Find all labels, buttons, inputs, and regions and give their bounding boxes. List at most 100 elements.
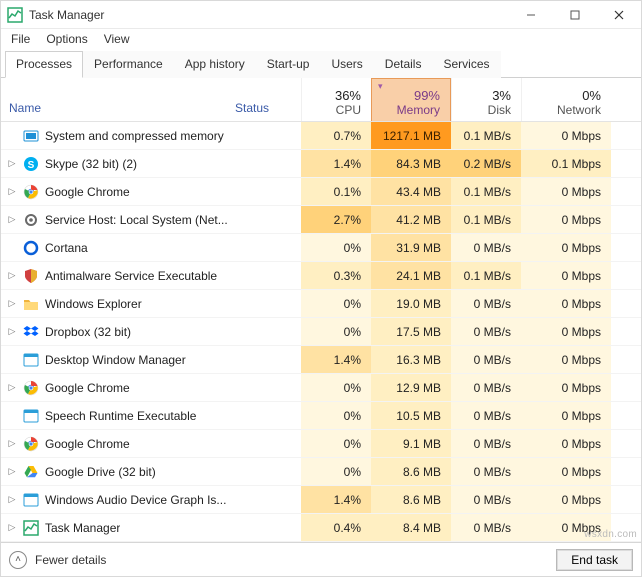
memory-cell: 41.2 MB bbox=[371, 206, 451, 233]
taskmgr-icon bbox=[23, 520, 39, 536]
tab-users[interactable]: Users bbox=[320, 51, 373, 78]
expand-icon[interactable]: ▷ bbox=[7, 270, 17, 281]
table-row[interactable]: Cortana0%31.9 MB0 MB/s0 Mbps bbox=[1, 234, 641, 262]
process-name-cell: ▷ Google Chrome bbox=[1, 178, 231, 205]
table-row[interactable]: ▷Google Chrome0%9.1 MB0 MB/s0 Mbps bbox=[1, 430, 641, 458]
fewer-details-toggle[interactable]: ˄ Fewer details bbox=[9, 551, 106, 569]
table-row[interactable]: ▷Google Drive (32 bit)0%8.6 MB0 MB/s0 Mb… bbox=[1, 458, 641, 486]
tab-services[interactable]: Services bbox=[432, 51, 500, 78]
task-manager-window: Task Manager File Options View Processes… bbox=[0, 0, 642, 577]
process-name-cell: ▷Windows Audio Device Graph Is... bbox=[1, 486, 231, 513]
table-row[interactable]: Speech Runtime Executable0%10.5 MB0 MB/s… bbox=[1, 402, 641, 430]
skype-icon: S bbox=[23, 156, 39, 172]
status-cell bbox=[231, 206, 301, 233]
shield-icon bbox=[23, 268, 39, 284]
folder-icon bbox=[23, 296, 39, 312]
process-label: Windows Explorer bbox=[45, 297, 142, 311]
cortana-icon bbox=[23, 240, 39, 256]
process-name-cell: ▷Google Chrome bbox=[1, 430, 231, 457]
cpu-cell: 0.3% bbox=[301, 262, 371, 289]
table-row[interactable]: ▷Task Manager0.4%8.4 MB0 MB/s0 Mbps bbox=[1, 514, 641, 542]
table-row[interactable]: ▷Windows Explorer0%19.0 MB0 MB/s0 Mbps bbox=[1, 290, 641, 318]
col-header-name[interactable]: Name bbox=[1, 78, 231, 121]
chevron-up-icon: ˄ bbox=[9, 551, 27, 569]
tab-details[interactable]: Details bbox=[374, 51, 433, 78]
memory-cell: 8.6 MB bbox=[371, 486, 451, 513]
expand-icon[interactable]: ▷ bbox=[7, 522, 17, 533]
process-label: Google Drive (32 bit) bbox=[45, 465, 156, 479]
process-name-cell: Desktop Window Manager bbox=[1, 346, 231, 373]
column-headers: Name Status 36% CPU ▾ 99% Memory 3% Disk… bbox=[1, 78, 641, 122]
tab-startup[interactable]: Start-up bbox=[256, 51, 321, 78]
process-label: Google Chrome bbox=[45, 185, 130, 199]
cpu-cell: 2.7% bbox=[301, 206, 371, 233]
process-label: Google Chrome bbox=[45, 381, 130, 395]
chrome-icon bbox=[23, 184, 39, 200]
cpu-total-pct: 36% bbox=[335, 88, 361, 103]
table-row[interactable]: ▷Service Host: Local System (Net... 2.7%4… bbox=[1, 206, 641, 234]
titlebar[interactable]: Task Manager bbox=[1, 1, 641, 29]
menu-view[interactable]: View bbox=[104, 32, 130, 46]
dwm-icon bbox=[23, 352, 39, 368]
status-cell bbox=[231, 402, 301, 429]
cpu-cell: 0.7% bbox=[301, 122, 371, 149]
menu-file[interactable]: File bbox=[11, 32, 30, 46]
process-label: Task Manager bbox=[45, 521, 120, 535]
process-name-cell: ▷Service Host: Local System (Net... bbox=[1, 206, 231, 233]
expand-icon[interactable]: ▷ bbox=[7, 298, 17, 309]
tab-processes[interactable]: Processes bbox=[5, 51, 83, 78]
expand-icon[interactable]: ▷ bbox=[7, 382, 17, 393]
expand-icon[interactable]: ▷ bbox=[7, 326, 17, 337]
network-cell: 0 Mbps bbox=[521, 346, 611, 373]
process-name-cell: ▷SSkype (32 bit) (2) bbox=[1, 150, 231, 177]
end-task-button[interactable]: End task bbox=[556, 549, 633, 571]
memory-cell: 17.5 MB bbox=[371, 318, 451, 345]
memory-cell: 84.3 MB bbox=[371, 150, 451, 177]
table-row[interactable]: ▷SSkype (32 bit) (2)1.4%84.3 MB0.2 MB/s0… bbox=[1, 150, 641, 178]
process-name-cell: Cortana bbox=[1, 234, 231, 261]
mem-icon bbox=[23, 128, 39, 144]
table-row[interactable]: ▷Dropbox (32 bit)0%17.5 MB0 MB/s0 Mbps bbox=[1, 318, 641, 346]
table-row[interactable]: Desktop Window Manager1.4%16.3 MB0 MB/s0… bbox=[1, 346, 641, 374]
menu-options[interactable]: Options bbox=[46, 32, 87, 46]
network-cell: 0.1 Mbps bbox=[521, 150, 611, 177]
col-header-disk[interactable]: 3% Disk bbox=[451, 78, 521, 121]
disk-cell: 0.1 MB/s bbox=[451, 122, 521, 149]
disk-label: Disk bbox=[488, 103, 511, 117]
disk-total-pct: 3% bbox=[492, 88, 511, 103]
col-header-memory[interactable]: ▾ 99% Memory bbox=[371, 78, 451, 121]
fewer-details-label: Fewer details bbox=[35, 553, 106, 567]
expand-icon[interactable]: ▷ bbox=[7, 186, 17, 197]
expand-icon[interactable]: ▷ bbox=[7, 214, 17, 225]
table-row[interactable]: ▷Windows Audio Device Graph Is...1.4%8.6… bbox=[1, 486, 641, 514]
process-name-cell: System and compressed memory bbox=[1, 122, 231, 149]
close-button[interactable] bbox=[597, 1, 641, 29]
dropbox-icon bbox=[23, 324, 39, 340]
network-cell: 0 Mbps bbox=[521, 318, 611, 345]
table-row[interactable]: System and compressed memory0.7%1217.1 M… bbox=[1, 122, 641, 150]
status-cell bbox=[231, 318, 301, 345]
table-row[interactable]: ▷Google Chrome0.1%43.4 MB0.1 MB/s0 Mbps bbox=[1, 178, 641, 206]
tab-app-history[interactable]: App history bbox=[174, 51, 256, 78]
table-row[interactable]: ▷Google Chrome0%12.9 MB0 MB/s0 Mbps bbox=[1, 374, 641, 402]
memory-cell: 8.6 MB bbox=[371, 458, 451, 485]
window-title: Task Manager bbox=[29, 8, 509, 22]
minimize-button[interactable] bbox=[509, 1, 553, 29]
network-label: Network bbox=[557, 103, 601, 117]
expand-icon[interactable]: ▷ bbox=[7, 438, 17, 449]
col-header-cpu[interactable]: 36% CPU bbox=[301, 78, 371, 121]
expand-icon[interactable]: ▷ bbox=[7, 466, 17, 477]
maximize-button[interactable] bbox=[553, 1, 597, 29]
expand-icon[interactable]: ▷ bbox=[7, 494, 17, 505]
status-cell bbox=[231, 234, 301, 261]
cpu-cell: 0% bbox=[301, 234, 371, 261]
tab-performance[interactable]: Performance bbox=[83, 51, 174, 78]
col-header-network[interactable]: 0% Network bbox=[521, 78, 611, 121]
col-header-status[interactable]: Status bbox=[231, 78, 301, 121]
expand-icon[interactable]: ▷ bbox=[7, 158, 17, 169]
tabstrip: Processes Performance App history Start-… bbox=[1, 50, 641, 78]
network-cell: 0 Mbps bbox=[521, 122, 611, 149]
table-row[interactable]: ▷Antimalware Service Executable0.3%24.1 … bbox=[1, 262, 641, 290]
memory-total-pct: 99% bbox=[414, 88, 440, 103]
network-cell: 0 Mbps bbox=[521, 178, 611, 205]
